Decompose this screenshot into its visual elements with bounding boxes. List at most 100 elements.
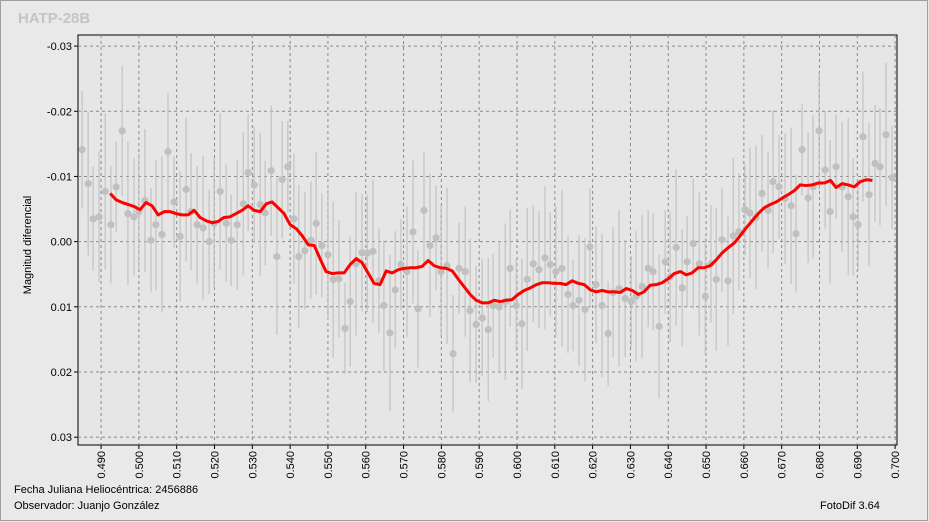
point [798, 146, 806, 154]
point [386, 329, 394, 337]
x-tick-label: 0.560 [361, 451, 373, 479]
point [158, 230, 166, 239]
point [821, 166, 829, 174]
point [244, 168, 252, 177]
x-tick-label: 0.650 [701, 451, 713, 479]
point [592, 281, 600, 289]
point [472, 320, 480, 329]
x-tick-label: 0.510 [172, 451, 184, 479]
x-tick-label: 0.530 [247, 451, 259, 479]
point [888, 174, 896, 182]
y-tick-label: 0.02 [51, 367, 72, 379]
point [233, 221, 241, 229]
x-tick-label: 0.630 [625, 451, 637, 479]
point [267, 166, 275, 175]
point [529, 260, 537, 268]
point [397, 260, 405, 269]
point [420, 206, 428, 214]
y-tick-label: -0.03 [47, 41, 72, 53]
point [290, 215, 298, 223]
point [844, 193, 852, 201]
point [678, 284, 686, 292]
point [661, 258, 669, 266]
point [261, 209, 269, 217]
point [101, 187, 109, 196]
point [506, 264, 514, 272]
x-tick-label: 0.520 [210, 451, 222, 479]
point [564, 290, 572, 299]
point [391, 286, 399, 294]
point [478, 314, 486, 322]
point [341, 324, 349, 332]
point [712, 275, 720, 284]
y-tick-label: -0.02 [47, 106, 72, 118]
point [363, 249, 371, 257]
point [426, 241, 434, 250]
point [152, 221, 160, 229]
line [109, 178, 873, 305]
point [546, 260, 554, 269]
point [512, 301, 520, 310]
point [718, 236, 726, 244]
x-tick-label: 0.640 [663, 451, 675, 479]
point [324, 251, 332, 259]
point [876, 163, 884, 171]
point [541, 254, 549, 262]
point [598, 301, 606, 310]
point [865, 191, 873, 199]
point [832, 163, 840, 171]
point [672, 243, 680, 252]
point [284, 163, 292, 171]
point [621, 294, 629, 302]
point [769, 178, 777, 186]
point [403, 268, 411, 276]
point [495, 303, 503, 311]
point [775, 183, 783, 191]
point [569, 301, 577, 310]
point [369, 247, 377, 256]
point [295, 253, 303, 261]
point [118, 127, 126, 135]
annotation: Observador: Juanjo González [14, 500, 160, 512]
x-tick-label: 0.500 [134, 451, 146, 479]
point [84, 180, 92, 188]
point [78, 146, 86, 154]
point [758, 189, 766, 197]
point [764, 206, 772, 214]
x-tick-label: 0.700 [890, 451, 902, 479]
point [746, 209, 754, 217]
point [649, 268, 657, 276]
point [466, 307, 474, 315]
point [638, 283, 646, 291]
point [854, 221, 862, 229]
point [193, 221, 201, 229]
point [455, 264, 463, 272]
point [414, 305, 422, 313]
x-tick-label: 0.590 [474, 451, 486, 479]
point [380, 301, 388, 310]
point [604, 329, 612, 338]
x-tick-label: 0.660 [739, 451, 751, 479]
point [432, 234, 440, 242]
chart-title: HATP-28B [18, 10, 90, 27]
point [882, 131, 890, 139]
point [250, 181, 258, 189]
y-tick-label: 0.03 [51, 432, 72, 444]
point [124, 210, 132, 218]
point [182, 185, 190, 194]
point [335, 275, 343, 283]
point [216, 187, 224, 196]
point [95, 213, 103, 221]
point [307, 236, 315, 244]
point [205, 238, 213, 246]
x-tick-label: 0.680 [814, 451, 826, 479]
y-tick-label: -0.01 [47, 171, 72, 183]
point [107, 221, 115, 229]
x-tick-label: 0.690 [852, 451, 864, 479]
x-tick-label: 0.540 [285, 451, 297, 479]
point [346, 297, 354, 306]
point [586, 243, 594, 251]
point [164, 148, 172, 156]
annotation: Fecha Juliana Heliocéntrica: 2456886 [14, 484, 198, 496]
